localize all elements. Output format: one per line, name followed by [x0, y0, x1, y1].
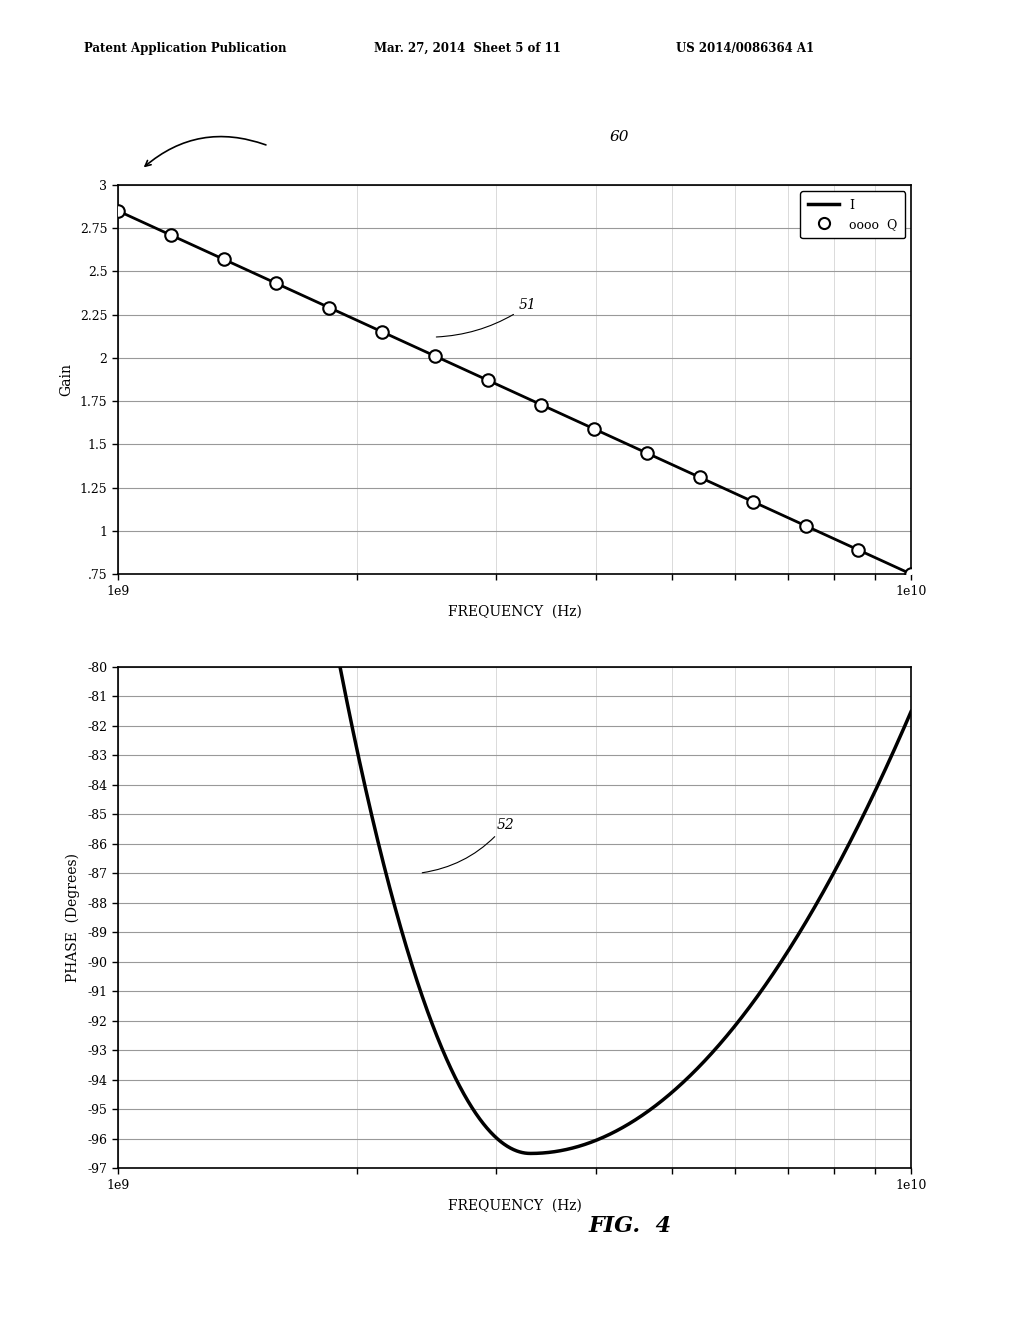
Text: FIG.  4: FIG. 4: [589, 1214, 672, 1237]
Text: Patent Application Publication: Patent Application Publication: [84, 42, 287, 55]
Text: US 2014/0086364 A1: US 2014/0086364 A1: [676, 42, 814, 55]
Text: 51: 51: [436, 298, 537, 337]
Text: 60: 60: [609, 131, 629, 144]
Text: Mar. 27, 2014  Sheet 5 of 11: Mar. 27, 2014 Sheet 5 of 11: [374, 42, 560, 55]
Y-axis label: PHASE  (Degrees): PHASE (Degrees): [66, 853, 80, 982]
Legend: I, oooo  Q: I, oooo Q: [801, 191, 905, 239]
X-axis label: FREQUENCY  (Hz): FREQUENCY (Hz): [447, 1199, 582, 1213]
Y-axis label: Gain: Gain: [58, 363, 73, 396]
Text: 52: 52: [422, 818, 514, 873]
X-axis label: FREQUENCY  (Hz): FREQUENCY (Hz): [447, 605, 582, 619]
